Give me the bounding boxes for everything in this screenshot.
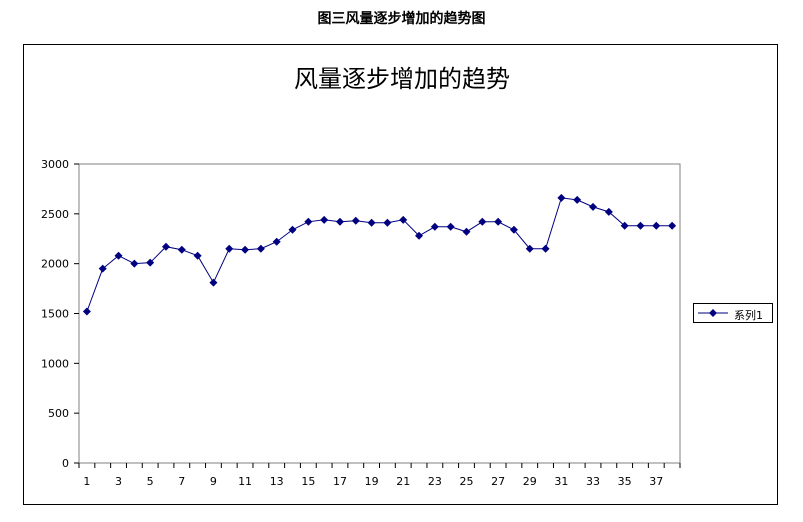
data-point [146, 258, 155, 267]
data-point [209, 278, 218, 287]
data-point [288, 225, 297, 234]
data-point [478, 217, 487, 226]
x-tick-label: 13 [270, 475, 284, 488]
x-tick-label: 7 [178, 475, 185, 488]
data-point [462, 227, 471, 236]
data-point [367, 218, 376, 227]
x-tick-label: 21 [396, 475, 410, 488]
x-tick-label: 17 [333, 475, 347, 488]
x-tick-label: 27 [491, 475, 505, 488]
data-point [225, 244, 234, 253]
data-point [557, 193, 566, 202]
data-point [415, 231, 424, 240]
x-tick-label: 29 [523, 475, 537, 488]
x-tick-label: 33 [586, 475, 600, 488]
plot-area [78, 163, 681, 464]
x-tick-label: 11 [238, 475, 252, 488]
y-tick-label: 3000 [41, 158, 69, 171]
x-tick-label: 9 [210, 475, 217, 488]
data-point [98, 264, 107, 273]
data-point [82, 307, 91, 316]
legend-swatch [698, 309, 728, 317]
data-point [383, 218, 392, 227]
y-tick-label: 0 [62, 457, 69, 470]
data-point [114, 251, 123, 260]
x-tick-label: 35 [618, 475, 632, 488]
x-tick-label: 23 [428, 475, 442, 488]
x-axis: 1 3 5 7 9 11 13 15 17 19 21 23 25 27 29 31 33 35 37 [78, 463, 681, 488]
data-point [636, 221, 645, 230]
legend-label: 系列1 [734, 309, 763, 322]
x-tick-label: 3 [115, 475, 122, 488]
data-point [494, 217, 503, 226]
y-tick-label: 500 [48, 407, 69, 420]
data-point [193, 251, 202, 260]
data-point [620, 221, 629, 230]
data-point [177, 245, 186, 254]
chart-title: 风量逐步增加的趋势 [294, 65, 510, 93]
y-tick-label: 2000 [41, 258, 69, 271]
x-tick-label: 37 [649, 475, 663, 488]
data-point [304, 217, 313, 226]
data-point [351, 216, 360, 225]
y-tick-label: 2500 [41, 208, 69, 221]
data-point [668, 221, 677, 230]
x-tick-label: 1 [83, 475, 90, 488]
data-point [509, 225, 518, 234]
y-tick-label: 1000 [41, 357, 69, 370]
data-point [430, 222, 439, 231]
data-point [241, 245, 250, 254]
series-layer [82, 193, 677, 316]
figure-caption: 图三风量逐步增加的趋势图 [317, 11, 486, 27]
data-point [446, 222, 455, 231]
x-tick-label: 31 [554, 475, 568, 488]
data-point [130, 259, 139, 268]
data-point [256, 244, 265, 253]
legend: 系列1 [693, 303, 773, 323]
x-tick-label: 19 [365, 475, 379, 488]
data-point [589, 202, 598, 211]
data-point [161, 242, 170, 251]
data-point [525, 244, 534, 253]
y-tick-label: 1500 [41, 308, 69, 321]
x-tick-label: 25 [459, 475, 473, 488]
data-point [399, 215, 408, 224]
data-point [541, 244, 550, 253]
data-point [272, 237, 281, 246]
data-point [652, 221, 661, 230]
y-axis: 0 500 1000 1500 2000 2500 3000 [41, 158, 79, 470]
data-point [573, 195, 582, 204]
data-point [335, 217, 344, 226]
x-tick-label: 15 [301, 475, 315, 488]
x-tick-label: 5 [147, 475, 154, 488]
data-point [604, 207, 613, 216]
data-point [320, 215, 329, 224]
